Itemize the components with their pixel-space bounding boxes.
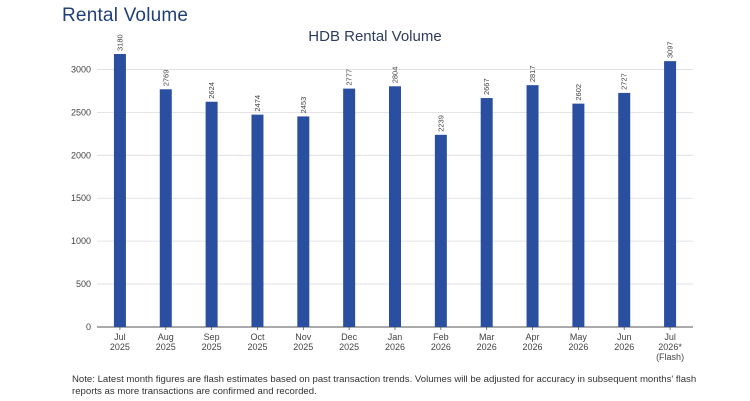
x-tick-label: Jul 2025	[110, 332, 130, 352]
bar	[480, 98, 493, 327]
y-tick-label: 2000	[71, 150, 91, 160]
y-tick-label: 0	[86, 322, 91, 332]
data-label: 2602	[574, 84, 583, 101]
x-tick-label: Dec 2025	[339, 332, 359, 352]
bar	[205, 101, 218, 328]
bar	[434, 134, 447, 327]
bar	[389, 86, 401, 327]
x-tick-label: Apr 2026	[523, 332, 543, 352]
bar	[572, 103, 585, 327]
y-tick-label: 1500	[71, 193, 91, 203]
bar	[664, 61, 677, 327]
data-label: 3180	[115, 34, 124, 51]
x-tick-label: Mar 2026	[477, 332, 497, 352]
y-tick-label: 1000	[71, 236, 91, 246]
x-tick-label: Jan 2026	[385, 332, 405, 352]
chart-title: HDB Rental Volume	[308, 28, 442, 45]
bar	[343, 88, 356, 328]
page-title: Rental Volume	[62, 5, 189, 26]
data-label: 2817	[528, 65, 537, 82]
y-tick-label: 3000	[71, 64, 91, 74]
x-tick-label: Jun 2026	[614, 332, 634, 352]
data-label: 2769	[161, 70, 170, 87]
data-label: 3097	[666, 41, 675, 58]
y-tick-label: 500	[76, 279, 91, 289]
x-tick-label: Nov 2025	[293, 332, 313, 352]
x-tick-label: Feb 2026	[431, 332, 451, 352]
x-tick-label: Sep 2025	[202, 332, 222, 352]
data-label: 2777	[345, 69, 354, 86]
data-label: 2474	[253, 95, 262, 112]
data-label: 2239	[436, 115, 445, 132]
data-label: 2667	[482, 78, 491, 95]
y-tick-label: 2500	[71, 107, 91, 117]
footnote: Note: Latest month figures are flash est…	[72, 374, 697, 397]
x-tick-label: Oct 2025	[247, 332, 267, 352]
x-tick-label: May 2026	[568, 332, 588, 352]
bar	[526, 85, 539, 327]
data-label: 2727	[620, 73, 629, 90]
bar	[113, 54, 126, 328]
x-tick-label: Jul 2026* (Flash)	[656, 332, 684, 362]
bar	[618, 92, 631, 327]
data-label: 2804	[391, 67, 400, 84]
bar	[297, 116, 310, 327]
x-tick-label: Aug 2025	[156, 332, 176, 352]
data-label: 2453	[299, 97, 308, 114]
rental-volume-chart: 0 500 1000 1500 2000 2500 3000 3180 Jul 2025 2769 A…	[71, 34, 693, 362]
data-label: 2624	[207, 82, 216, 99]
bar	[251, 114, 264, 328]
bar	[159, 89, 172, 328]
